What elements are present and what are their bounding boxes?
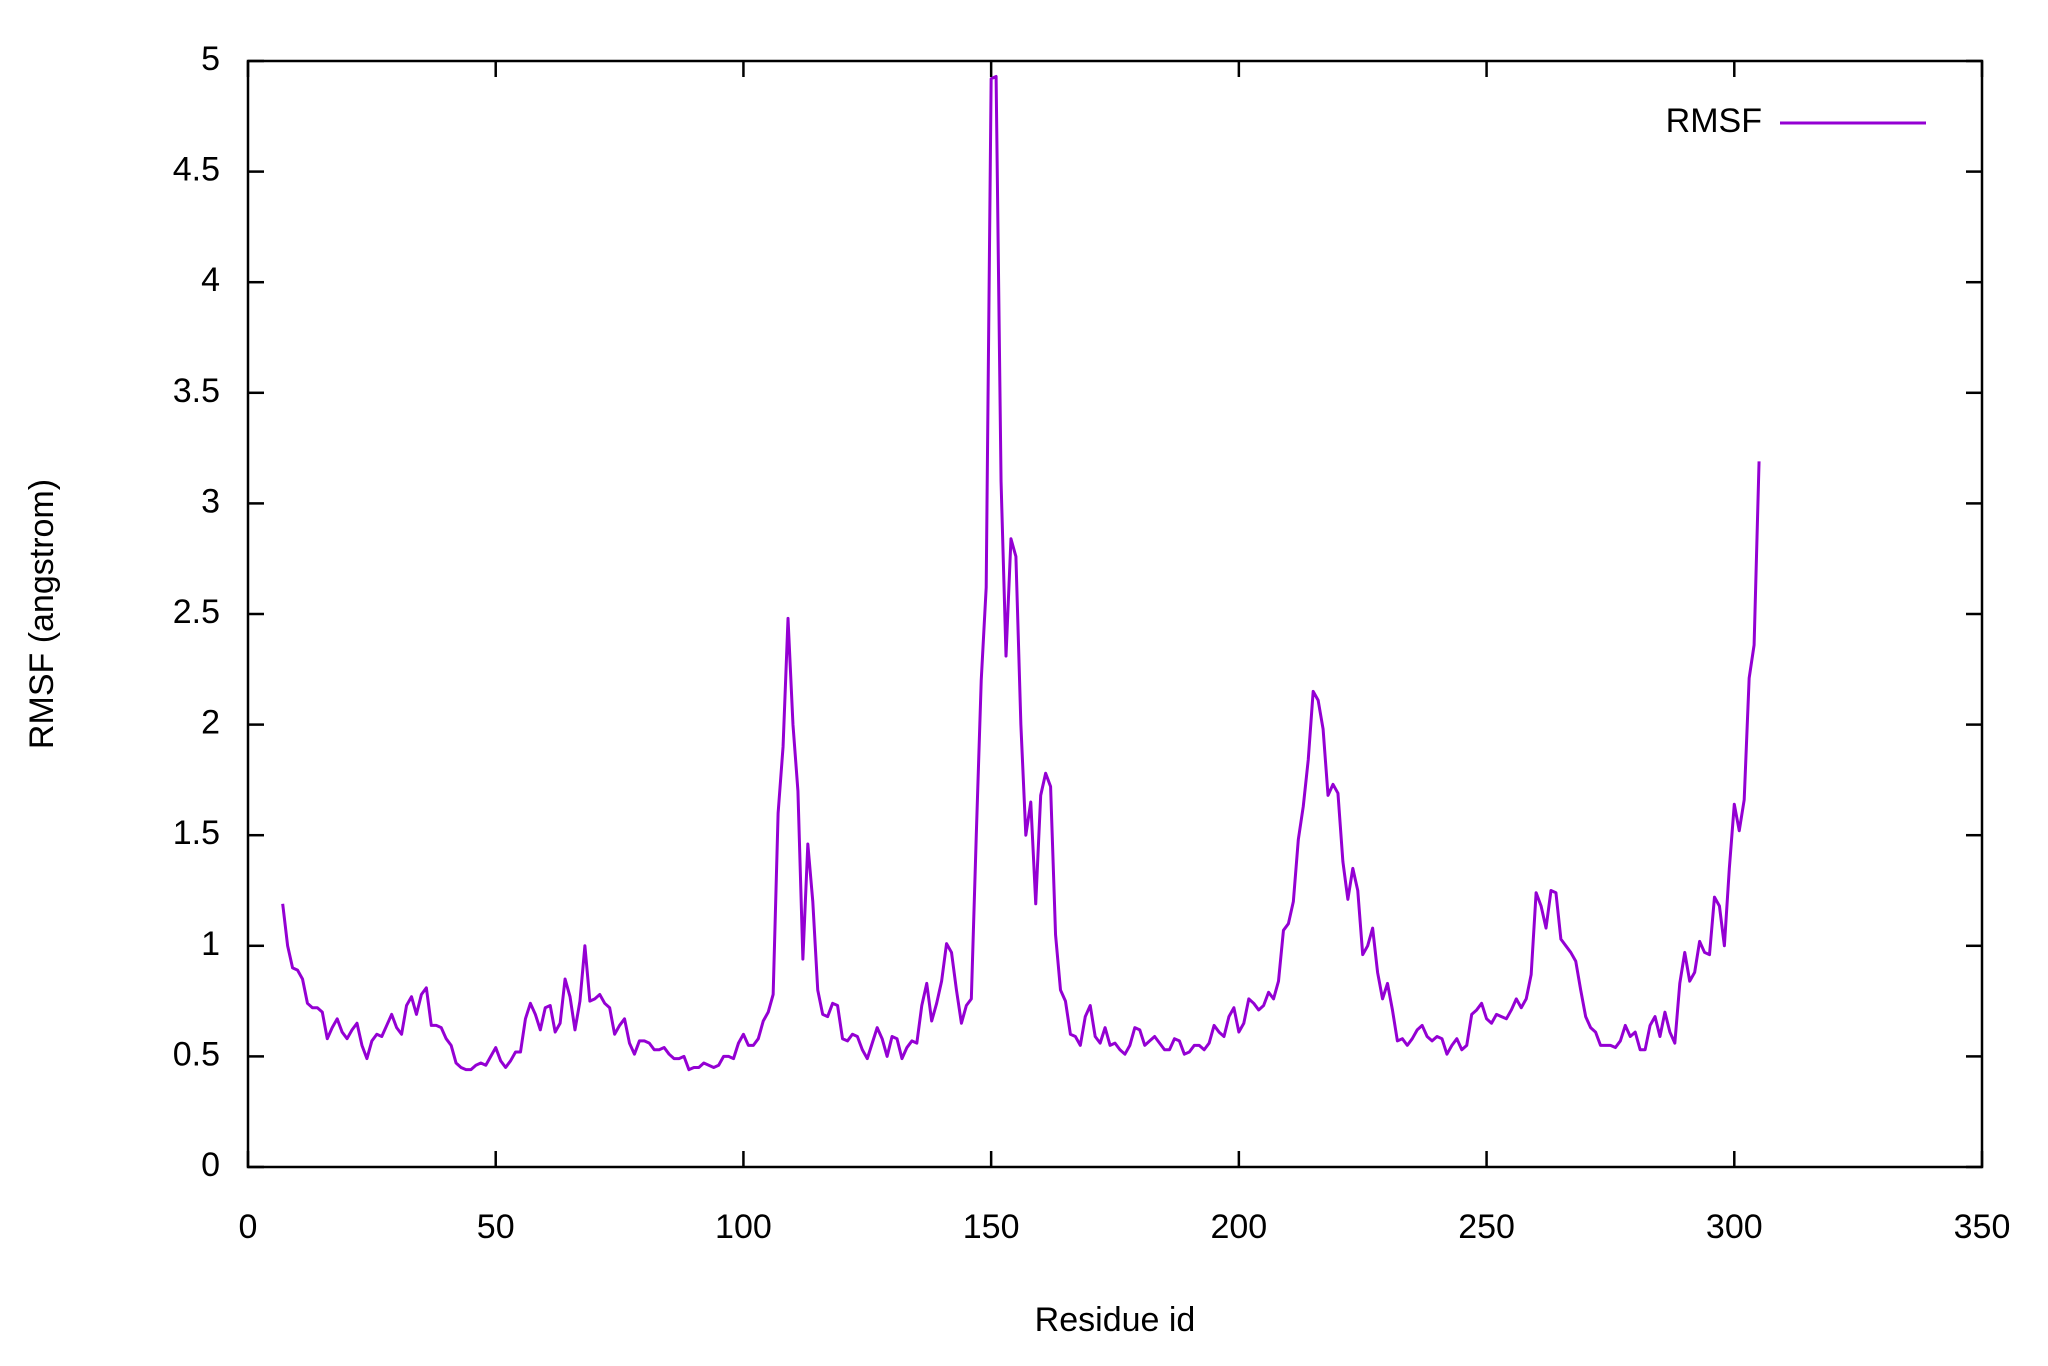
plot-frame: [246, 59, 1984, 1169]
x-tick-label: 250: [1458, 1208, 1515, 1246]
y-tick-label: 2.5: [173, 593, 220, 631]
y-axis-label: RMSF (angstrom): [23, 479, 61, 749]
y-tick-label: 0.5: [173, 1035, 220, 1073]
y-tick-label: 5: [201, 40, 220, 78]
legend-label: RMSF: [1666, 102, 1762, 140]
y-tick-label: 0: [201, 1146, 220, 1184]
y-tick-label: 4: [201, 261, 220, 299]
y-tick-label: 2: [201, 704, 220, 742]
y-tick-label: 3: [201, 482, 220, 520]
y-tick-label: 4.5: [173, 151, 220, 189]
y-tick-label: 1: [201, 925, 220, 963]
x-tick-label: 100: [715, 1208, 772, 1246]
x-tick-label: 200: [1210, 1208, 1267, 1246]
x-tick-label: 150: [963, 1208, 1020, 1246]
data-line: [281, 74, 1761, 1072]
x-tick-label: 50: [477, 1208, 515, 1246]
x-tick-label: 300: [1706, 1208, 1763, 1246]
y-tick-label: 3.5: [173, 372, 220, 410]
x-tick-label: 350: [1954, 1208, 2011, 1246]
x-tick-label: 0: [239, 1208, 258, 1246]
x-axis-label: Residue id: [1035, 1301, 1196, 1339]
y-tick-label: 1.5: [173, 814, 220, 852]
